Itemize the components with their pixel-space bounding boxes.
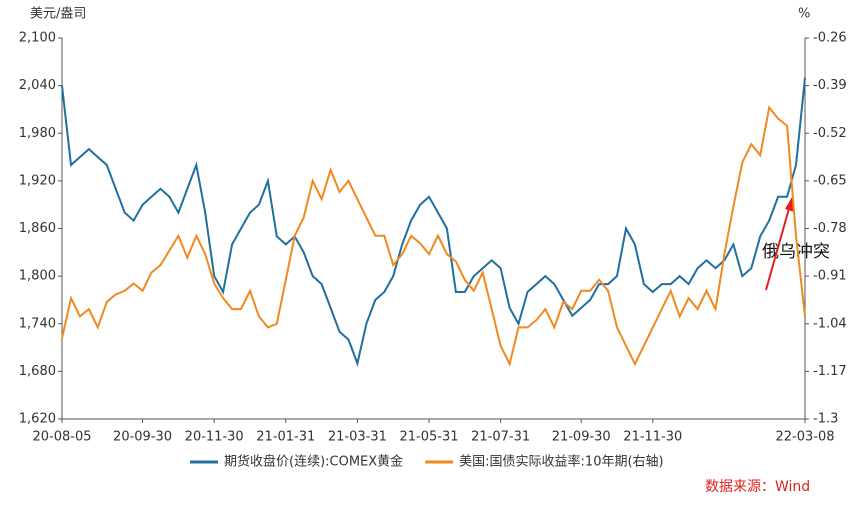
x-tick-label: 21-01-31 — [256, 430, 315, 445]
legend-label: 期货收盘价(连续):COMEX黄金 — [224, 454, 403, 470]
y-tick-label: 1,860 — [19, 221, 56, 236]
y-tick-label: 1,920 — [19, 173, 56, 188]
source: 数据来源：Wind — [705, 479, 810, 495]
x-tick-label: 21-09-30 — [552, 430, 611, 445]
x-tick-label: 20-08-05 — [32, 430, 91, 445]
y-unit: 美元/盎司 — [30, 7, 86, 22]
x-tick-label: 20-11-30 — [185, 430, 244, 445]
annotation-arrow — [765, 204, 791, 291]
arrow-head — [785, 197, 794, 212]
x-tick-label: 21-11-30 — [623, 430, 682, 445]
y2-tick-label: -1.04 — [813, 316, 847, 331]
annotation: 俄乌冲突 — [762, 242, 830, 262]
legend-label: 美国:国债实际收益率:10年期(右轴) — [459, 454, 663, 470]
y2-tick-label: -0.65 — [813, 173, 847, 188]
series-line — [61, 105, 806, 367]
x-tick-label: 22-03-08 — [775, 430, 834, 445]
x-tick-label: 21-05-31 — [400, 430, 459, 445]
y-tick-label: 1,740 — [19, 316, 56, 331]
y2-tick-label: -0.26 — [813, 31, 847, 46]
series-line — [61, 77, 806, 367]
y2-tick-label: -1.17 — [813, 364, 847, 379]
y-tick-label: 1,800 — [19, 269, 56, 284]
y-tick-label: 1,680 — [19, 364, 56, 379]
y-tick-label: 1,980 — [19, 126, 56, 141]
y-tick-label: 2,100 — [19, 31, 56, 46]
y2-tick-label: -1.3 — [813, 412, 838, 427]
y2-tick-label: -0.39 — [813, 78, 847, 93]
x-tick-label: 21-03-31 — [328, 430, 387, 445]
y2-tick-label: -0.91 — [813, 269, 847, 284]
x-tick-label: 20-09-30 — [113, 430, 172, 445]
y-tick-label: 1,620 — [19, 412, 56, 427]
y-tick-label: 2,040 — [19, 78, 56, 93]
y2-unit: % — [798, 7, 810, 22]
x-tick-label: 21-07-31 — [471, 430, 530, 445]
y2-tick-label: -0.78 — [813, 221, 847, 236]
y2-tick-label: -0.52 — [813, 126, 847, 141]
